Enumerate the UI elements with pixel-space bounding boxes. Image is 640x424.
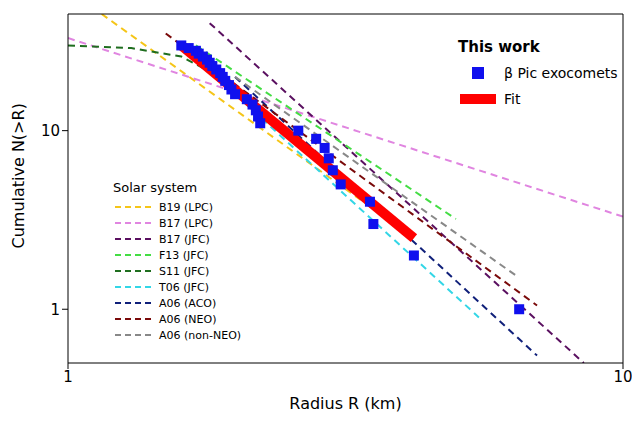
html-text:A06 (ACO): A06 (ACO): [159, 296, 217, 310]
svg-text:Radius R (km): Radius R (km): [289, 394, 401, 413]
html-text:Fit: Fit: [504, 91, 521, 107]
html-text:T06 (JFC): T06 (JFC): [159, 280, 210, 294]
html-text:This work: This work: [458, 38, 540, 56]
html-text:B17 (LPC): B17 (LPC): [159, 216, 214, 230]
svg-text:10: 10: [41, 122, 60, 140]
svg-text:1: 1: [63, 368, 73, 386]
html-text:A06 (non-NEO): A06 (non-NEO): [159, 328, 242, 342]
html-text:S11 (JFC): S11 (JFC): [159, 264, 210, 278]
svg-text:1: 1: [50, 301, 60, 319]
html-text:B19 (LPC): B19 (LPC): [159, 200, 214, 214]
html-text:β Pic exocomets: β Pic exocomets: [504, 65, 618, 81]
svg-text:10: 10: [613, 368, 632, 386]
svg-text:Cumulative N(>R): Cumulative N(>R): [9, 103, 28, 248]
html-text:Solar system: Solar system: [113, 180, 198, 195]
html-text:F13 (JFC): F13 (JFC): [159, 248, 209, 262]
html-text:A06 (NEO): A06 (NEO): [159, 312, 217, 326]
html-text:B17 (JFC): B17 (JFC): [159, 232, 210, 246]
